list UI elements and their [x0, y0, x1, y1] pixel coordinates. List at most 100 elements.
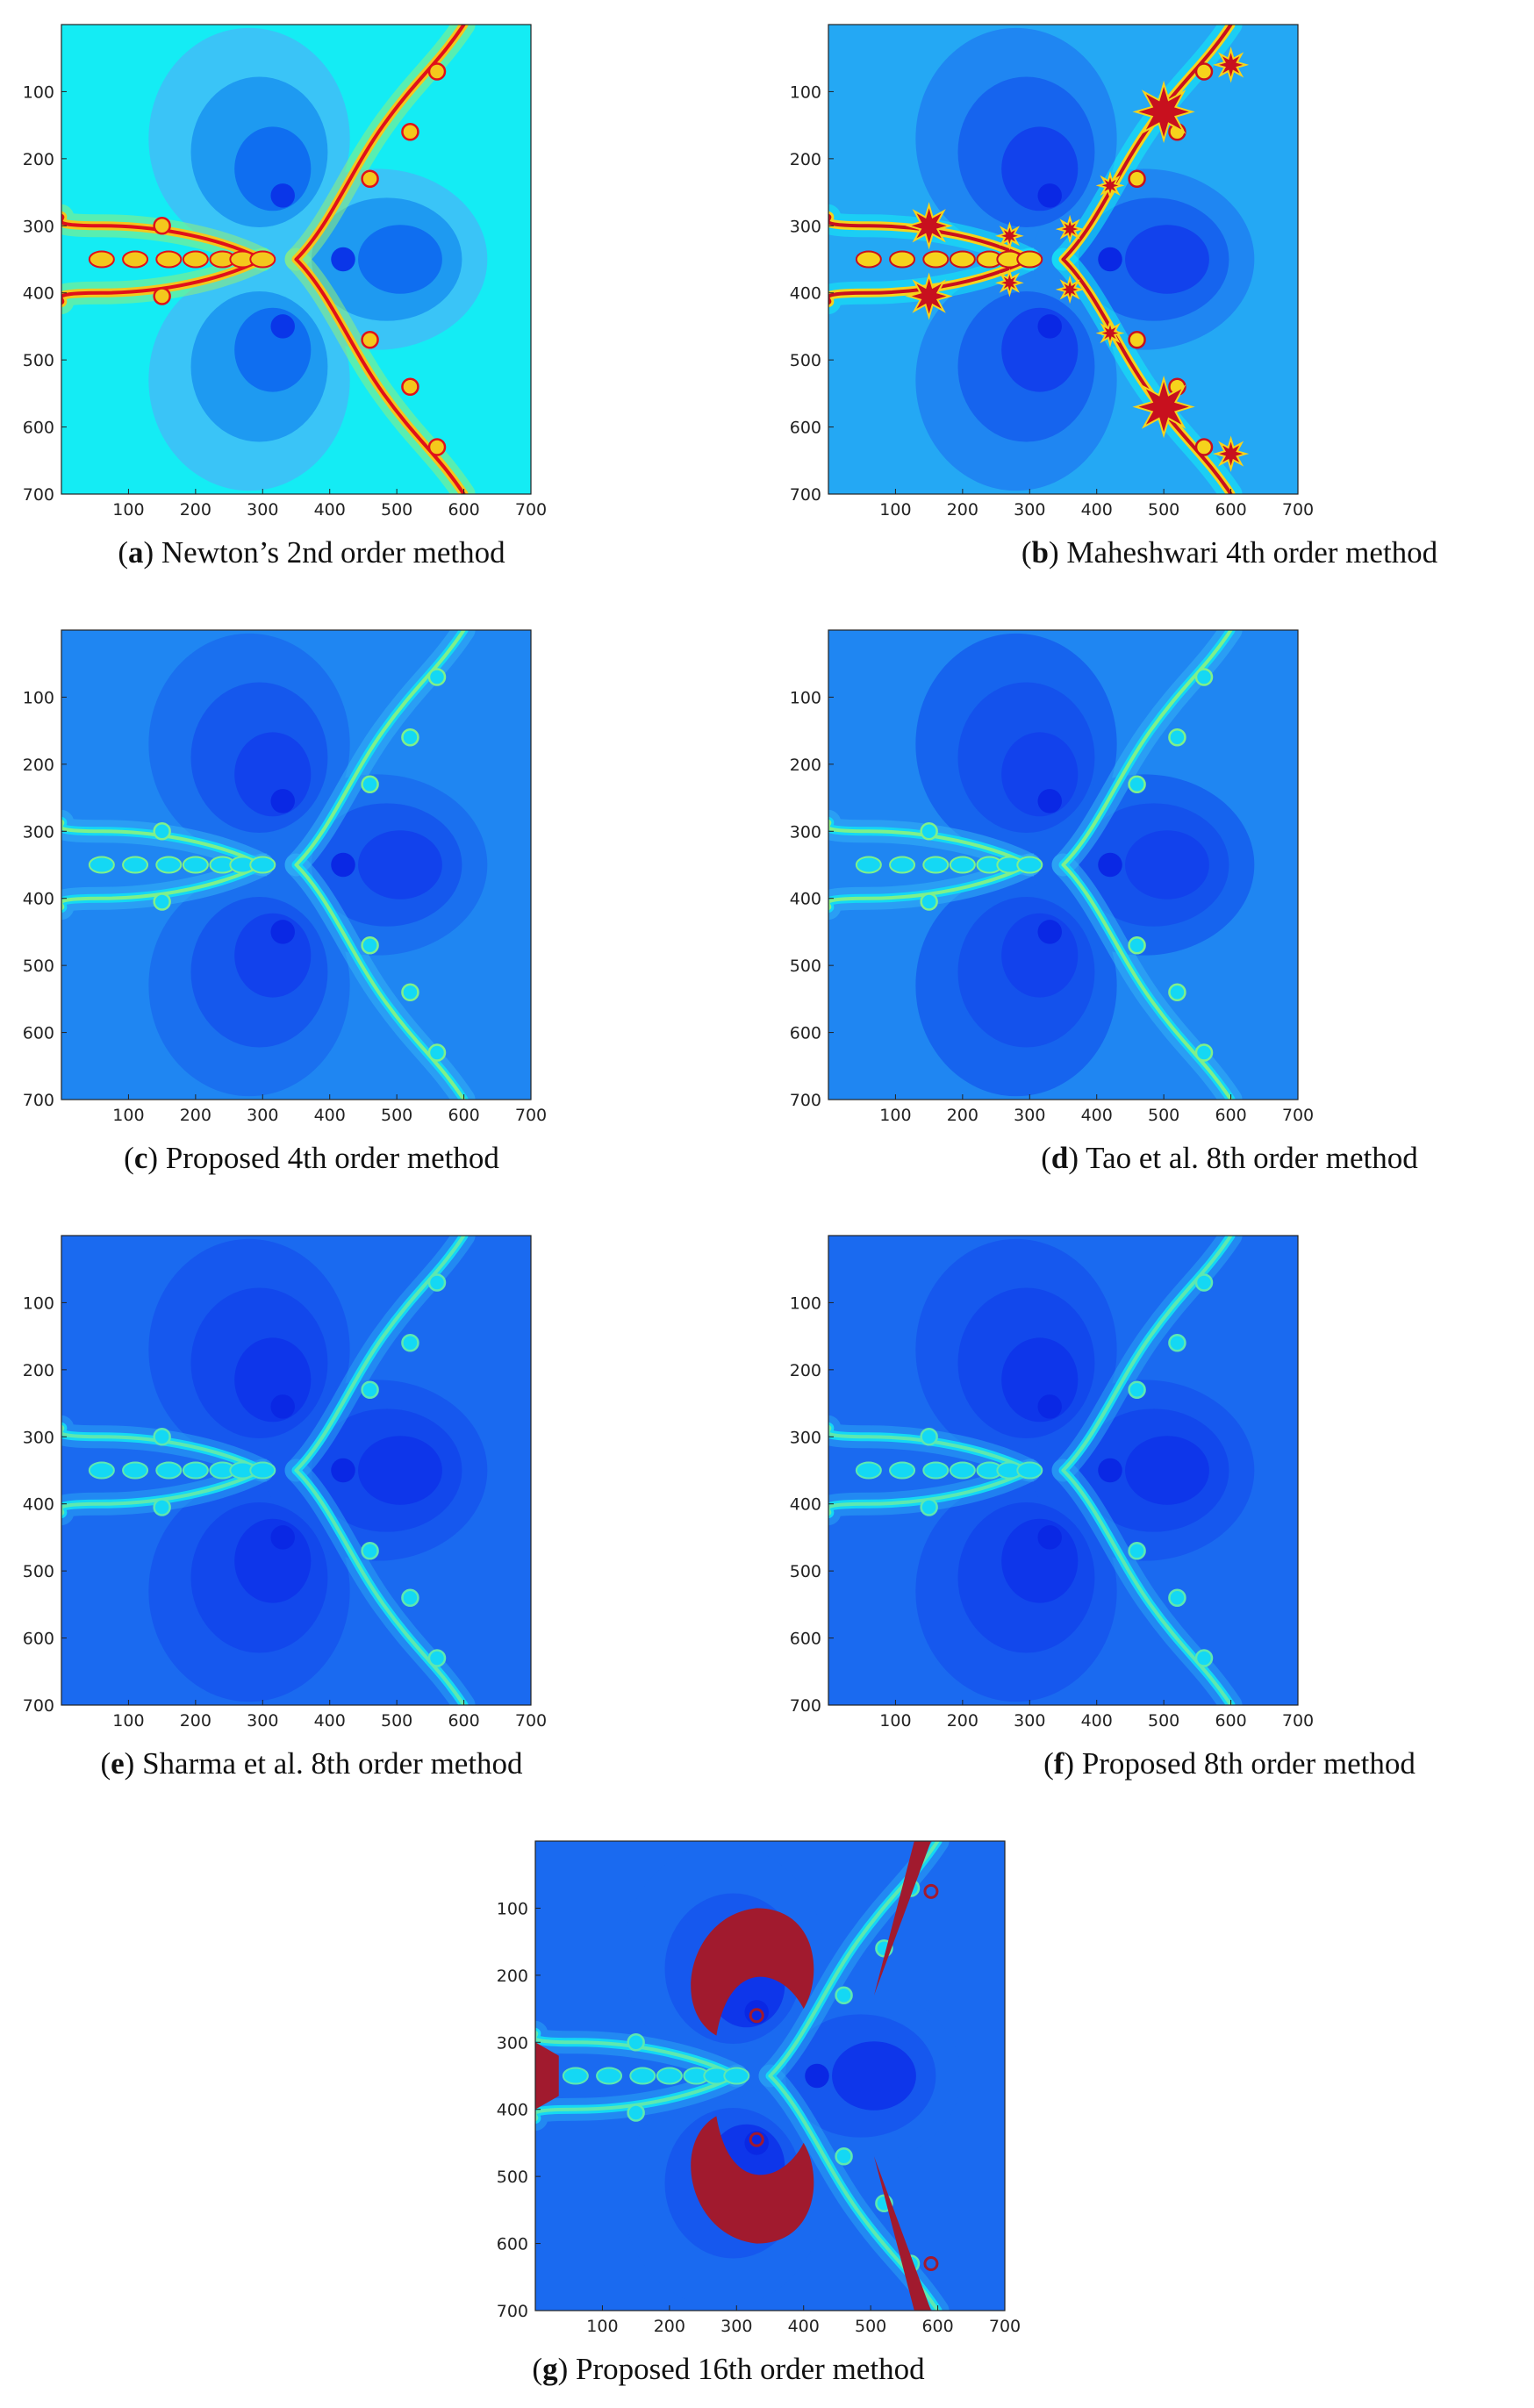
- fractal-bud-3: [361, 775, 379, 794]
- x-tick-label: 400: [314, 500, 346, 520]
- central-bulb-3: [155, 250, 183, 269]
- crimson-ring-4: [923, 1883, 939, 1899]
- central-bulb-2: [889, 856, 916, 874]
- central-bulb-4: [656, 2067, 683, 2085]
- basin-plot-f: 100 200 300 400 500 600 700 100 200 300 400 500 600 7…: [790, 1235, 1314, 1731]
- x-tick-label: 600: [448, 1106, 479, 1125]
- fractal-bud-3: [835, 1986, 853, 2005]
- central-bulb-7: [249, 856, 276, 874]
- caption-text-a: Newton’s 2nd order method: [161, 535, 505, 570]
- y-tick-label: 300: [497, 2033, 528, 2053]
- right-lobe-inner: [358, 1436, 442, 1505]
- y-tick-label: 200: [790, 1361, 821, 1380]
- fractal-bud-1: [1194, 62, 1214, 81]
- y-tick-label: 200: [790, 150, 821, 169]
- basin-plot-c: 100 200 300 400 500 600 700 100 200 300 400 500 600 7…: [23, 629, 547, 1125]
- starburst-3: [995, 221, 1024, 251]
- fractal-arm-3: [828, 819, 1032, 867]
- fractal-arm-2: [294, 863, 466, 1100]
- fractal-bud-8: [920, 1498, 938, 1516]
- fractal-arm-3: [828, 213, 1032, 262]
- fractal-bud-6: [361, 330, 379, 349]
- figure-panel-e: 100 200 300 400 500 600 700 100 200 300 400 500 600 7…: [0, 1211, 767, 1808]
- fractal-bud-6: [1128, 1541, 1146, 1560]
- x-tick-label: 200: [654, 2317, 685, 2336]
- root-core-2: [270, 920, 295, 944]
- central-bulb-1: [855, 856, 882, 874]
- caption-text-b: Maheshwari 4th order method: [1066, 535, 1438, 570]
- plot-frame-a: [61, 24, 532, 495]
- starburst-9: [1132, 80, 1195, 144]
- fractal-arm-4: [61, 1468, 265, 1516]
- fractal-bud-6: [1128, 330, 1146, 349]
- x-tick-label: 400: [1081, 1106, 1113, 1125]
- root-core-3: [331, 852, 355, 878]
- x-tick-label: 700: [515, 500, 547, 520]
- central-bulb-2: [889, 250, 916, 269]
- root-core-2: [1037, 1525, 1062, 1550]
- fractal-arm-2: [1061, 863, 1233, 1100]
- y-tick-label: 400: [23, 284, 54, 304]
- x-tick-label: 700: [515, 1106, 547, 1125]
- x-tick-label: 100: [879, 1106, 911, 1125]
- root-core-3: [331, 247, 355, 272]
- right-lobe-inner: [1125, 1436, 1209, 1505]
- central-bulb-3: [155, 856, 183, 874]
- fractal-arm-1: [1061, 1236, 1233, 1473]
- central-bulb-2: [122, 856, 149, 874]
- central-bulb-4: [949, 856, 976, 874]
- y-tick-label: 300: [790, 217, 821, 236]
- x-tick-label: 200: [180, 500, 211, 520]
- y-tick-label: 500: [790, 957, 821, 976]
- fractal-bud-8: [153, 892, 171, 911]
- fractal-bud-3: [1128, 775, 1146, 794]
- y-tick-label: 500: [790, 351, 821, 370]
- fractal-bud-4: [1194, 438, 1214, 456]
- y-tick-label: 700: [23, 1696, 54, 1716]
- root-core-3: [1098, 1458, 1122, 1483]
- starburst-11: [1212, 47, 1250, 83]
- fractal-bud-5: [1168, 1588, 1186, 1607]
- y-tick-label: 600: [23, 419, 54, 438]
- central-bulb-2: [122, 1461, 149, 1480]
- y-tick-label: 100: [497, 1899, 528, 1918]
- fractal-bud-7: [153, 217, 171, 235]
- x-tick-label: 600: [1215, 1711, 1246, 1731]
- x-tick-label: 500: [1148, 500, 1179, 520]
- y-tick-label: 400: [790, 1495, 821, 1515]
- x-tick-label: 600: [448, 1711, 479, 1731]
- fractal-bud-2: [401, 123, 419, 141]
- x-tick-label: 500: [381, 500, 412, 520]
- central-bulb-1: [88, 1461, 115, 1480]
- root-core-2: [270, 314, 295, 339]
- y-tick-label: 700: [790, 485, 821, 505]
- central-bulb-7: [249, 1461, 276, 1480]
- caption-a: (a) Newton’s 2nd order method: [118, 535, 505, 570]
- fractal-bud-1: [1194, 668, 1214, 686]
- y-tick-label: 600: [790, 419, 821, 438]
- central-bulb-4: [949, 250, 976, 269]
- fractal-arm-4: [828, 1468, 1032, 1516]
- central-bulb-7: [1016, 1461, 1043, 1480]
- y-tick-label: 600: [497, 2235, 528, 2254]
- y-tick-label: 700: [23, 485, 54, 505]
- central-bulb-3: [629, 2067, 656, 2085]
- root-core-3: [805, 2063, 829, 2089]
- x-tick-label: 600: [1215, 500, 1246, 520]
- y-tick-label: 400: [23, 1495, 54, 1515]
- x-tick-label: 200: [180, 1106, 211, 1125]
- fractal-arm-2: [294, 1468, 466, 1705]
- fractal-bud-3: [361, 169, 379, 189]
- central-bulb-3: [155, 1461, 183, 1480]
- y-tick-label: 600: [790, 1630, 821, 1649]
- fractal-arm-4: [828, 863, 1032, 911]
- fractal-arm-1: [1061, 630, 1233, 867]
- starburst-8: [1095, 319, 1125, 348]
- figure-panel-d: 100 200 300 400 500 600 700 100 200 300 400 500 600 7…: [767, 606, 1534, 1202]
- fractal-bud-6: [361, 1541, 379, 1560]
- x-tick-label: 200: [180, 1711, 211, 1731]
- x-tick-label: 200: [947, 1711, 978, 1731]
- root-core-1: [270, 183, 295, 208]
- caption-letter-g: g: [542, 2352, 558, 2386]
- x-tick-label: 400: [1081, 500, 1113, 520]
